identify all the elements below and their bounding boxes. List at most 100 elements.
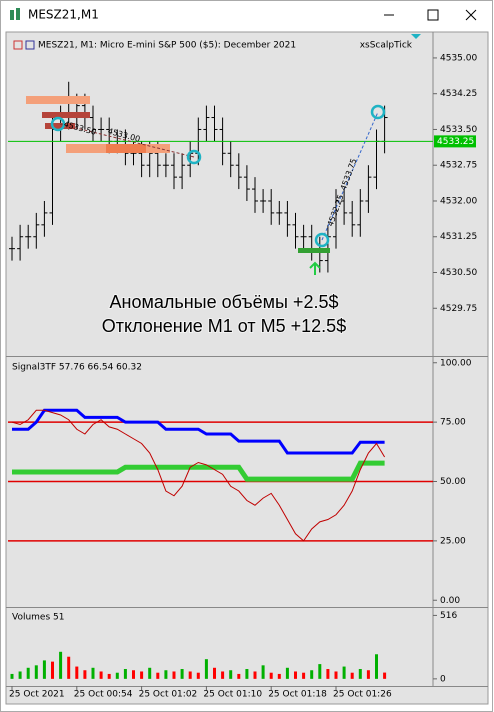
window-title: MESZ21,M1 bbox=[28, 8, 99, 22]
y-tick-label: 50.00 bbox=[440, 477, 466, 487]
volume-bar bbox=[204, 659, 208, 679]
volume-bar bbox=[342, 666, 346, 679]
volume-bar bbox=[91, 667, 95, 679]
y-tick-label: 4535.00 bbox=[440, 53, 477, 63]
x-tick-label: 25 Oct 01:18 bbox=[268, 690, 327, 700]
volume-bar bbox=[350, 672, 354, 679]
volume-bar bbox=[107, 673, 111, 679]
volume-zone bbox=[45, 123, 75, 129]
volume-bar bbox=[83, 670, 87, 679]
main-overlay: MESZ21, M1: Micro E-mini S&P 500 ($5): D… bbox=[12, 34, 421, 623]
header-icon bbox=[13, 40, 23, 50]
signal-marker bbox=[50, 116, 66, 132]
volume-bar bbox=[326, 669, 330, 679]
volume-zone bbox=[106, 144, 146, 153]
volume-bar bbox=[229, 670, 233, 679]
volume-bar bbox=[59, 651, 63, 679]
volume-bar bbox=[285, 667, 289, 679]
volume-zone bbox=[298, 248, 330, 253]
volume-bar bbox=[221, 671, 225, 679]
volume-bar bbox=[310, 670, 314, 679]
volume-bar bbox=[375, 654, 378, 679]
buy-arrow bbox=[309, 261, 321, 275]
signal-marker bbox=[186, 149, 202, 165]
volume-bar bbox=[277, 673, 281, 679]
x-tick-label: 25 Oct 01:10 bbox=[203, 690, 262, 700]
maximize-button[interactable] bbox=[427, 9, 439, 21]
volume-bar bbox=[245, 669, 249, 679]
volume-bar bbox=[302, 672, 306, 679]
volume-bar bbox=[269, 672, 273, 679]
volume-bar bbox=[188, 671, 192, 679]
y-tick-label: 25.00 bbox=[440, 536, 466, 546]
y-tick-label: 0.00 bbox=[440, 596, 460, 606]
volume-bar bbox=[213, 667, 216, 679]
volume-bar bbox=[99, 671, 103, 679]
volume-bar bbox=[261, 665, 265, 679]
volume-bar bbox=[115, 672, 119, 679]
header-icon bbox=[25, 40, 35, 50]
volume-zone bbox=[42, 112, 90, 118]
last-price-label: 4533.25 bbox=[437, 137, 474, 147]
volume-header: Volumes 51 bbox=[12, 613, 64, 623]
volume-bar bbox=[334, 671, 338, 679]
volume-bar bbox=[42, 660, 46, 679]
indicator-line bbox=[12, 460, 385, 482]
annotation: Аномальные объёмы +2.5$ bbox=[110, 292, 339, 312]
volume-bar bbox=[123, 669, 127, 679]
volume-bar bbox=[156, 672, 160, 679]
indicator-header: Signal3TF 57.76 66.54 60.32 bbox=[12, 363, 142, 373]
volume-bar bbox=[180, 669, 184, 679]
volume-bar bbox=[358, 669, 362, 679]
volume-bar bbox=[294, 671, 297, 679]
app-icon bbox=[16, 8, 20, 20]
title-bar: MESZ21,M1 bbox=[10, 8, 477, 22]
x-tick-label: 25 Oct 01:02 bbox=[139, 690, 198, 700]
y-tick-label: 516 bbox=[440, 611, 457, 621]
indicator-line bbox=[12, 408, 385, 455]
volume-bar bbox=[318, 664, 322, 679]
y-tick-label: 0 bbox=[440, 674, 446, 684]
y-tick-label: 4530.50 bbox=[440, 268, 477, 278]
volume-bar bbox=[196, 672, 200, 679]
app-icon bbox=[10, 10, 14, 20]
volume-bar bbox=[51, 661, 54, 679]
volume-bar bbox=[10, 673, 14, 679]
deviation-line bbox=[59, 123, 195, 158]
shift-marker bbox=[411, 34, 421, 39]
y-tick-label: 4532.00 bbox=[440, 196, 477, 206]
volume-bar bbox=[67, 656, 71, 679]
volume-bar bbox=[366, 670, 370, 679]
volume-bar bbox=[140, 671, 144, 679]
x-tick-label: 25 Oct 00:54 bbox=[74, 690, 133, 700]
y-tick-label: 100.00 bbox=[440, 358, 472, 368]
y-tick-label: 4532.75 bbox=[440, 161, 477, 171]
volume-bar bbox=[34, 665, 38, 679]
volume-bar bbox=[18, 671, 22, 679]
volume-bar bbox=[253, 671, 257, 679]
indicator-name: xsScalpTick bbox=[360, 41, 413, 51]
annotation: Отклонение M1 от M5 +12.5$ bbox=[102, 316, 346, 336]
volume-bar bbox=[148, 667, 152, 679]
signal-marker bbox=[370, 104, 386, 120]
x-tick-label: 25 Oct 01:26 bbox=[333, 690, 392, 700]
last-price-box bbox=[434, 135, 476, 148]
signal-marker bbox=[314, 232, 330, 248]
volume-bar bbox=[237, 673, 241, 679]
close-button[interactable] bbox=[465, 9, 477, 21]
indicator-line bbox=[11, 409, 386, 542]
x-tick-label: 25 Oct 2021 bbox=[9, 690, 65, 700]
volume-bar bbox=[26, 667, 30, 679]
y-tick-label: 4533.50 bbox=[440, 125, 477, 135]
volume-bar bbox=[75, 666, 79, 679]
y-tick-label: 4529.75 bbox=[440, 304, 477, 314]
y-tick-label: 4534.25 bbox=[440, 89, 477, 99]
volume-bar bbox=[132, 670, 135, 679]
chart-header: MESZ21, M1: Micro E-mini S&P 500 ($5): D… bbox=[38, 41, 296, 51]
volume-bar bbox=[383, 672, 387, 679]
y-tick-label: 4531.25 bbox=[440, 232, 477, 242]
deviation-line bbox=[321, 111, 379, 241]
volume-bar bbox=[164, 670, 168, 679]
y-tick-label: 75.00 bbox=[440, 418, 466, 428]
